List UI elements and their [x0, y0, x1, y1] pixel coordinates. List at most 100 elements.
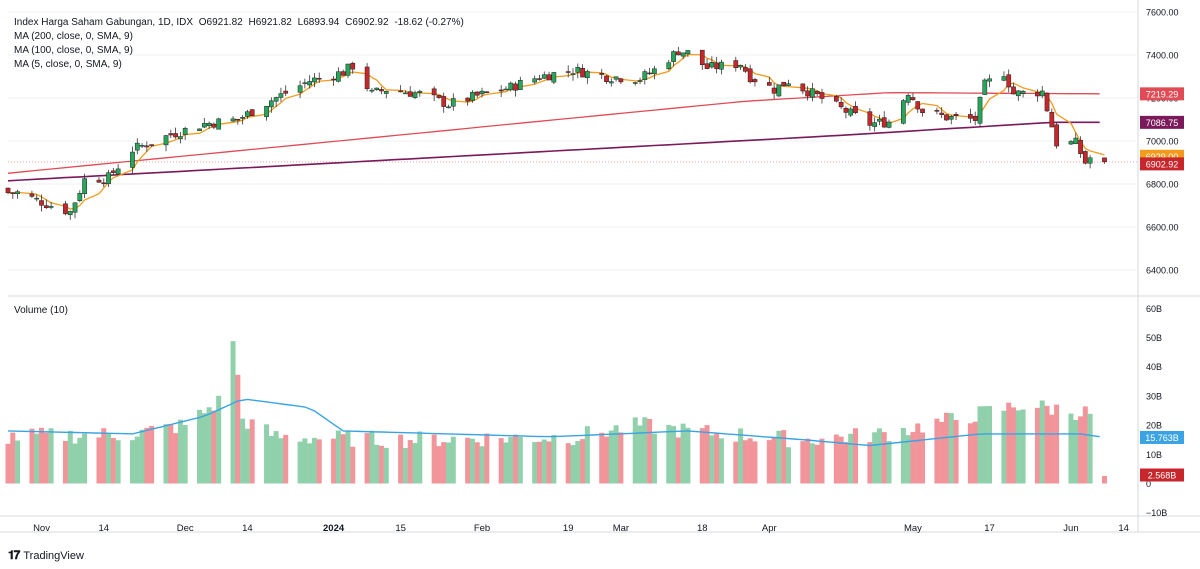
volume-bar — [335, 430, 341, 484]
volume-bar — [383, 447, 389, 484]
candle-body — [82, 178, 87, 195]
candle-body — [331, 78, 336, 81]
volume-bar — [469, 438, 475, 484]
volume-bar — [316, 439, 322, 484]
volume-bar — [173, 433, 179, 484]
candle-body — [714, 62, 719, 70]
candle-body — [470, 92, 475, 101]
ma200-tag-label: 7219.29 — [1146, 89, 1179, 99]
candle-body — [450, 98, 456, 107]
volume-bar — [72, 443, 78, 484]
ma100-legend[interactable]: MA (100, close, 0, SMA, 9) — [14, 45, 133, 56]
candle-body — [206, 123, 212, 127]
candle-body — [819, 92, 825, 99]
volume-bar — [412, 443, 418, 484]
candle-body — [130, 151, 135, 168]
candle-body — [613, 76, 619, 80]
volume-bar — [771, 437, 777, 484]
volume-bar — [943, 412, 949, 484]
candle-body — [575, 66, 581, 73]
volume-bar — [10, 432, 16, 484]
candle-body — [1015, 90, 1021, 97]
volume-bar — [718, 438, 724, 484]
volume-bar — [374, 444, 380, 484]
candle-body — [743, 67, 748, 72]
candle-body — [149, 144, 154, 146]
candle-body — [5, 187, 11, 193]
volume-bar — [436, 446, 442, 484]
volume-bar — [34, 433, 40, 484]
candle-body — [599, 73, 605, 75]
time-tick-label: Apr — [762, 523, 777, 534]
candle-body — [944, 114, 949, 121]
candle-body — [484, 91, 490, 93]
candle-body — [1049, 111, 1055, 128]
candle-body — [675, 51, 681, 56]
volume-tick-label: 50B — [1146, 333, 1162, 343]
candle-body — [647, 72, 652, 75]
candle-body — [517, 80, 523, 90]
volume-bar — [742, 440, 748, 484]
candle-body — [350, 62, 356, 70]
volume-bar — [110, 437, 116, 484]
candle-body — [637, 80, 643, 82]
volume-bar — [1078, 416, 1084, 484]
volume-bar — [536, 441, 542, 484]
time-tick-label: Nov — [33, 523, 50, 534]
candle-body — [786, 83, 791, 86]
tradingview-logo[interactable]: 𝟏𝟕 TradingView — [8, 548, 84, 563]
volume-bar — [541, 439, 547, 484]
volume-bar — [805, 438, 811, 484]
volume-bar — [345, 430, 351, 484]
time-tick-label: 17 — [984, 523, 995, 534]
volume-bar — [101, 428, 107, 484]
candle-body — [881, 117, 887, 128]
candle-body — [407, 91, 413, 97]
price-tick-label: 7000.00 — [1146, 137, 1179, 147]
ma5-legend[interactable]: MA (5, close, 0, SMA, 9) — [14, 59, 122, 70]
volume-bar — [905, 435, 911, 484]
volume-bar — [211, 410, 217, 484]
volume-bar — [264, 424, 270, 484]
candle-body — [297, 85, 303, 93]
volume-bar — [182, 425, 188, 484]
candle-body — [618, 78, 624, 83]
candle-body — [336, 71, 341, 82]
candle-body — [585, 71, 590, 79]
candle-body — [245, 111, 250, 117]
volume-bar — [168, 424, 174, 484]
volume-bar — [886, 441, 892, 484]
candle-body — [766, 82, 772, 86]
candle-body — [719, 61, 724, 70]
candle-body — [838, 102, 844, 108]
volume-bar — [513, 434, 519, 484]
candle-body — [680, 52, 686, 57]
tradingview-icon: 𝟏𝟕 — [8, 548, 20, 562]
volume-bar — [704, 425, 710, 484]
candle-body — [508, 82, 514, 91]
candle-body — [987, 78, 992, 82]
candle-body — [541, 74, 547, 79]
volume-bar — [474, 442, 480, 484]
volume-legend[interactable]: Volume (10) — [14, 305, 68, 316]
candle-body — [278, 93, 284, 98]
volume-bar — [604, 436, 610, 484]
time-tick-label: 2024 — [323, 523, 345, 534]
candle-body — [431, 88, 437, 96]
candle-body — [1044, 92, 1050, 112]
candle-body — [953, 113, 959, 117]
volume-bar — [249, 419, 255, 484]
candle-body — [446, 106, 451, 109]
candle-body — [608, 81, 614, 84]
candle-body — [886, 121, 892, 128]
volume-ma-line — [7, 398, 1100, 447]
candle-body — [34, 197, 40, 200]
candle-body — [379, 89, 384, 92]
ma200-legend[interactable]: MA (200, close, 0, SMA, 9) — [14, 31, 133, 42]
volume-bar — [446, 442, 452, 484]
ma100-line — [7, 121, 1100, 182]
candle-body — [910, 97, 916, 100]
candle-body — [738, 65, 743, 68]
volume-bar — [872, 432, 878, 484]
